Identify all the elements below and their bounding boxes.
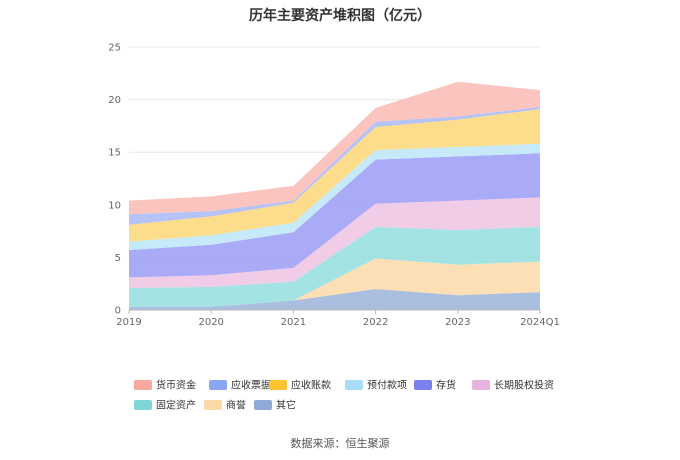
y-tick-label: 25 (108, 43, 121, 54)
legend-label: 预付款项 (367, 379, 407, 392)
legend-swatch (345, 380, 363, 390)
legend-swatch (472, 380, 490, 390)
legend-swatch (209, 380, 227, 390)
area-应收账款 (129, 109, 540, 242)
area-series (129, 81, 540, 310)
legend-swatch (269, 380, 287, 390)
x-tick-label: 2022 (363, 317, 388, 328)
area-固定资产 (129, 226, 540, 307)
legend-label: 其它 (276, 399, 296, 412)
x-tick-label: 2024Q1 (520, 317, 560, 328)
y-tick-label: 5 (115, 253, 121, 264)
legend-swatch (414, 380, 432, 390)
legend-label: 长期股权投资 (494, 379, 554, 392)
legend-label: 货币资金 (156, 379, 196, 392)
legend-swatch (134, 380, 152, 390)
area-预付款项 (129, 143, 540, 250)
area-商誉 (129, 258, 540, 307)
area-货币资金 (129, 81, 540, 215)
legend-label: 应收账款 (291, 379, 331, 392)
area-长期股权投资 (129, 197, 540, 288)
legend-swatch (204, 400, 222, 410)
y-tick-label: 0 (115, 306, 121, 317)
x-axis: 2019 2020 2021 2022 2023 2024Q1 (116, 309, 560, 328)
legend-swatch (254, 400, 272, 410)
data-source-note: 数据来源：恒生聚源 (291, 436, 390, 450)
y-tick-label: 10 (108, 200, 121, 211)
y-axis-ticks: 0 5 10 15 20 25 (108, 43, 121, 317)
x-tick-label: 2023 (445, 317, 470, 328)
x-tick-label: 2020 (198, 317, 223, 328)
legend-label: 商誉 (226, 399, 246, 412)
y-tick-label: 20 (108, 95, 121, 106)
x-tick-label: 2021 (281, 317, 306, 328)
chart-title: 历年主要资产堆积图（亿元） (249, 7, 431, 24)
legend-swatch (134, 400, 152, 410)
area-其它 (129, 289, 540, 310)
x-tick-label: 2019 (116, 317, 141, 328)
legend-label: 存货 (436, 379, 456, 392)
area-应收票据 (129, 107, 540, 225)
area-存货 (129, 153, 540, 278)
y-tick-label: 15 (108, 148, 121, 159)
legend-label: 固定资产 (156, 399, 196, 412)
legend-label: 应收票据 (231, 379, 271, 392)
